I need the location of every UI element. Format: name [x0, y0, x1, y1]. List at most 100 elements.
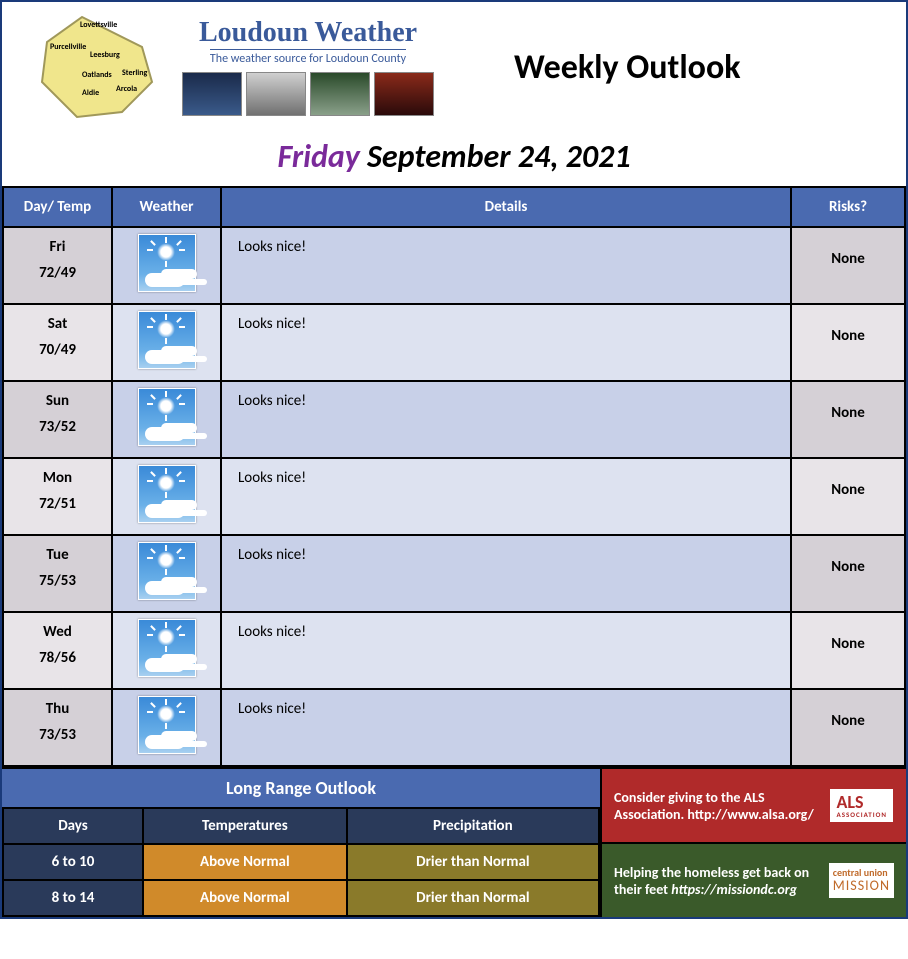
als-logo: ALS ASSOCIATION: [829, 788, 894, 823]
weather-cell: [112, 535, 221, 612]
charity-panel: Consider giving to the ALS Association. …: [602, 767, 906, 917]
weather-cell: [112, 612, 221, 689]
details-cell: Looks nice!: [221, 381, 791, 458]
day-label: Sat: [10, 315, 105, 333]
site-tagline: The weather source for Loudoun County: [210, 49, 406, 66]
header-thumbnails: [182, 72, 434, 116]
details-cell: Looks nice!: [221, 304, 791, 381]
risk-text: None: [798, 542, 898, 576]
details-text: Looks nice!: [228, 542, 784, 568]
risk-cell: None: [791, 304, 905, 381]
thumb-frost: [246, 72, 306, 116]
site-logo: Loudoun Weather The weather source for L…: [182, 19, 434, 116]
lr-days: 8 to 14: [3, 880, 143, 916]
risk-cell: None: [791, 381, 905, 458]
temp-label: 73/53: [10, 726, 105, 744]
weather-cell: [112, 304, 221, 381]
risk-cell: None: [791, 535, 905, 612]
day-temp-cell: Fri 72/49: [3, 227, 112, 304]
details-cell: Looks nice!: [221, 612, 791, 689]
page-title: Weekly Outlook: [514, 47, 741, 88]
forecast-row: Thu73/53Looks nice!None: [3, 689, 905, 766]
map-town-label: Leesburg: [90, 50, 120, 60]
sunny-icon: [138, 311, 196, 369]
site-title: Loudoun Weather: [199, 19, 417, 47]
date-day-name: Friday: [277, 137, 359, 176]
day-temp-cell: Mon 72/51: [3, 458, 112, 535]
sunny-icon: [138, 234, 196, 292]
details-text: Looks nice!: [228, 696, 784, 722]
temp-label: 72/49: [10, 264, 105, 282]
als-text: Consider giving to the ALS Association. …: [614, 789, 819, 823]
day-temp-cell: Tue 75/53: [3, 535, 112, 612]
temp-label: 70/49: [10, 341, 105, 359]
sunny-icon: [138, 696, 196, 754]
map-town-label: Lovettsville: [80, 20, 117, 30]
day-label: Tue: [10, 546, 105, 564]
risk-text: None: [798, 311, 898, 345]
risk-text: None: [798, 388, 898, 422]
details-cell: Looks nice!: [221, 689, 791, 766]
day-label: Thu: [10, 700, 105, 718]
forecast-row: Sun73/52Looks nice!None: [3, 381, 905, 458]
lr-precip: Drier than Normal: [347, 844, 599, 880]
weekly-outlook-document: Lovettsville Purcellville Leesburg Oatla…: [0, 0, 908, 919]
details-cell: Looks nice!: [221, 227, 791, 304]
long-range-title: Long Range Outlook: [2, 767, 600, 807]
mission-logo: central union MISSION: [829, 863, 894, 897]
day-temp-cell: Wed78/56: [3, 612, 112, 689]
bottom-section: Long Range Outlook Days Temperatures Pre…: [2, 767, 906, 917]
risk-text: None: [798, 465, 898, 499]
date-rest: September 24, 2021: [360, 137, 631, 176]
lr-header-days: Days: [3, 808, 143, 844]
long-range-outlook: Long Range Outlook Days Temperatures Pre…: [2, 767, 602, 917]
als-banner: Consider giving to the ALS Association. …: [602, 767, 906, 842]
temp-label: 78/56: [10, 649, 105, 667]
lr-row: 6 to 10 Above Normal Drier than Normal: [3, 844, 599, 880]
forecast-date: Friday September 24, 2021: [2, 122, 906, 186]
lr-days: 6 to 10: [3, 844, 143, 880]
risk-cell: None: [791, 227, 905, 304]
details-text: Looks nice!: [228, 619, 784, 645]
thumb-forest: [310, 72, 370, 116]
thumb-sunset: [374, 72, 434, 116]
temp-label: 72/51: [10, 495, 105, 513]
risk-cell: None: [791, 612, 905, 689]
mission-banner: Helping the homeless get back on their f…: [602, 842, 906, 917]
risk-cell: None: [791, 458, 905, 535]
forecast-row: Wed78/56 Looks nice! None: [3, 612, 905, 689]
col-header-details: Details: [221, 187, 791, 227]
details-cell: Looks nice!: [221, 458, 791, 535]
details-cell: Looks nice!: [221, 535, 791, 612]
map-town-label: Sterling: [122, 68, 147, 78]
details-text: Looks nice!: [228, 311, 784, 337]
sunny-icon: [138, 542, 196, 600]
map-town-label: Purcellville: [50, 42, 86, 52]
weather-cell: [112, 458, 221, 535]
county-map: Lovettsville Purcellville Leesburg Oatla…: [22, 12, 162, 122]
header: Lovettsville Purcellville Leesburg Oatla…: [2, 2, 906, 122]
sunny-icon: [138, 619, 196, 677]
details-text: Looks nice!: [228, 388, 784, 414]
thumb-storm: [182, 72, 242, 116]
mission-link[interactable]: https://missiondc.org: [671, 881, 797, 898]
col-header-day: Day/ Temp: [3, 187, 112, 227]
temp-label: 75/53: [10, 572, 105, 590]
sunny-icon: [138, 388, 196, 446]
risk-text: None: [798, 619, 898, 653]
map-town-label: Aldie: [82, 88, 99, 98]
sunny-icon: [138, 465, 196, 523]
lr-header-temp: Temperatures: [143, 808, 347, 844]
col-header-weather: Weather: [112, 187, 221, 227]
day-temp-cell: Thu 73/53: [3, 689, 112, 766]
lr-header-precip: Precipitation: [347, 808, 599, 844]
risk-text: None: [798, 234, 898, 268]
lr-row: 8 to 14 Above Normal Drier than Normal: [3, 880, 599, 916]
day-label: Mon: [10, 469, 105, 487]
day-label: Fri: [10, 238, 105, 256]
map-town-label: Oatlands: [82, 70, 112, 80]
details-text: Looks nice!: [228, 465, 784, 491]
weather-cell: [112, 227, 221, 304]
forecast-table: Day/ Temp Weather Details Risks? Fri72/4…: [2, 186, 906, 767]
day-label: Sun: [10, 392, 105, 410]
